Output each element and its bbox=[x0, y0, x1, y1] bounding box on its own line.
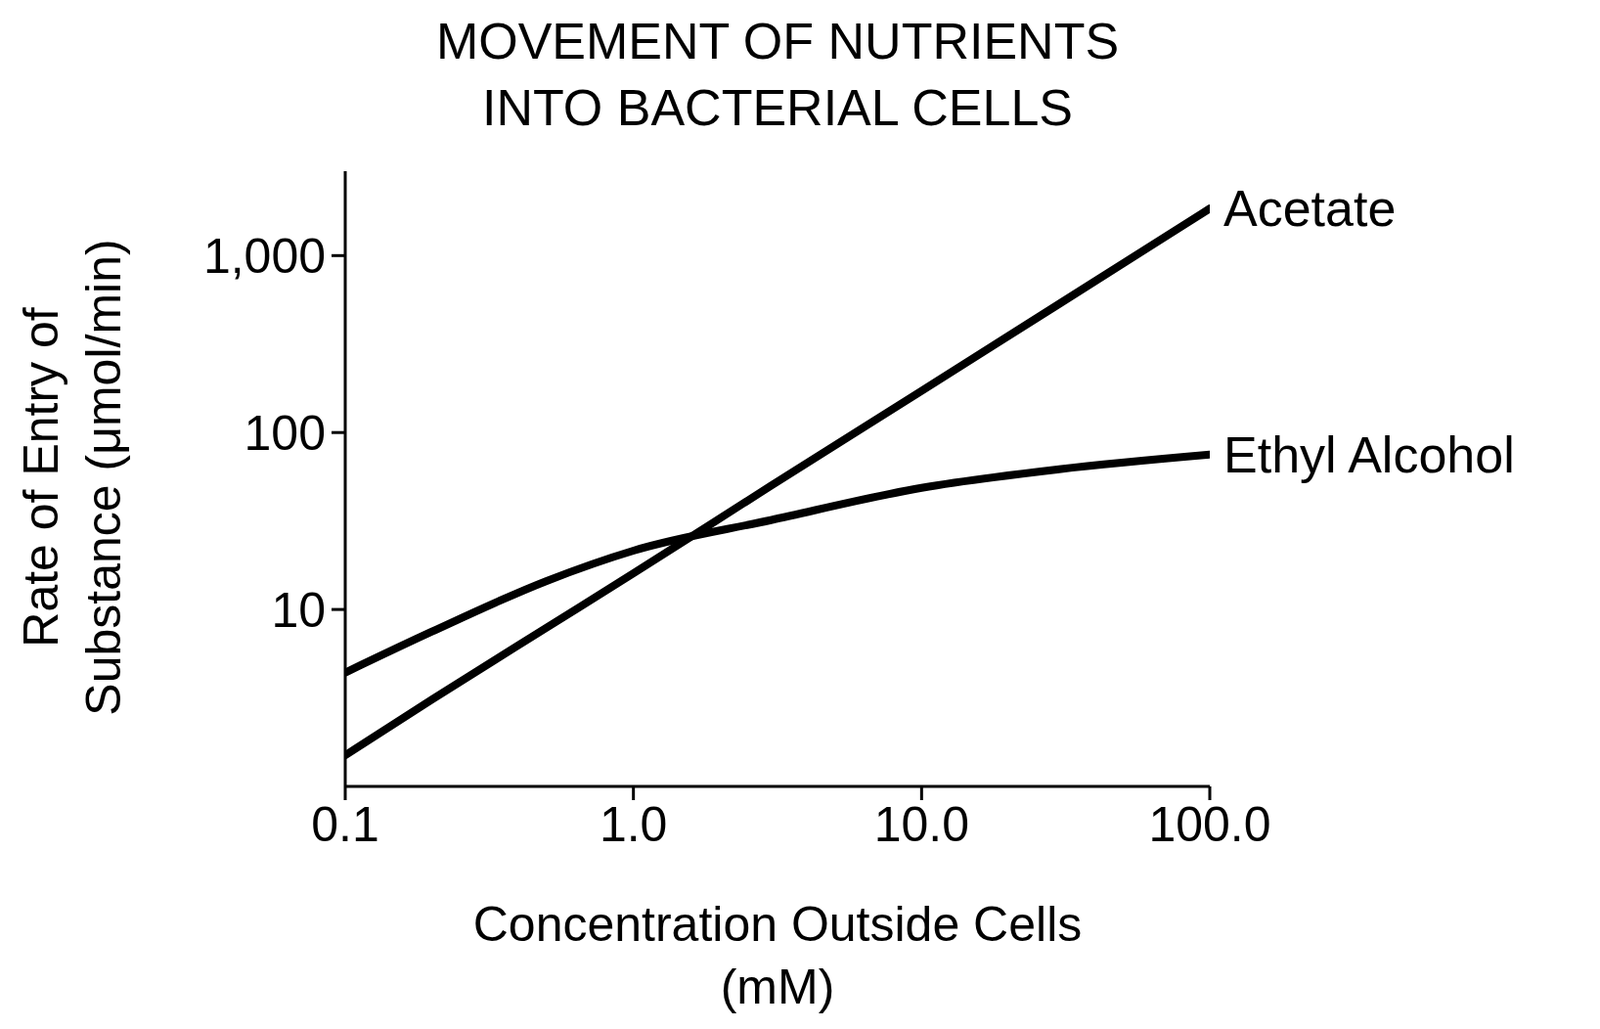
svg-text:100: 100 bbox=[244, 405, 326, 461]
html-text:Concentration Outside Cells: Concentration Outside Cells bbox=[473, 896, 1082, 952]
svg-text:1.0: 1.0 bbox=[599, 797, 668, 852]
html-text:INTO BACTERIAL CELLS: INTO BACTERIAL CELLS bbox=[482, 79, 1073, 136]
svg-text:1,000: 1,000 bbox=[203, 228, 326, 284]
svg-text:Acetate: Acetate bbox=[1223, 179, 1396, 237]
html-text:(mM): (mM) bbox=[720, 959, 835, 1015]
svg-text:10: 10 bbox=[270, 582, 326, 638]
html-text:MOVEMENT OF NUTRIENTS: MOVEMENT OF NUTRIENTS bbox=[436, 12, 1119, 70]
html-text:Substance (μmol/min): Substance (μmol/min) bbox=[76, 238, 132, 716]
html-text:Rate of Entry of: Rate of Entry of bbox=[13, 307, 69, 648]
svg-text:0.1: 0.1 bbox=[311, 797, 380, 852]
svg-text:10.0: 10.0 bbox=[874, 797, 970, 852]
svg-text:Ethyl Alcohol: Ethyl Alcohol bbox=[1223, 426, 1515, 484]
svg-text:100.0: 100.0 bbox=[1148, 797, 1271, 852]
